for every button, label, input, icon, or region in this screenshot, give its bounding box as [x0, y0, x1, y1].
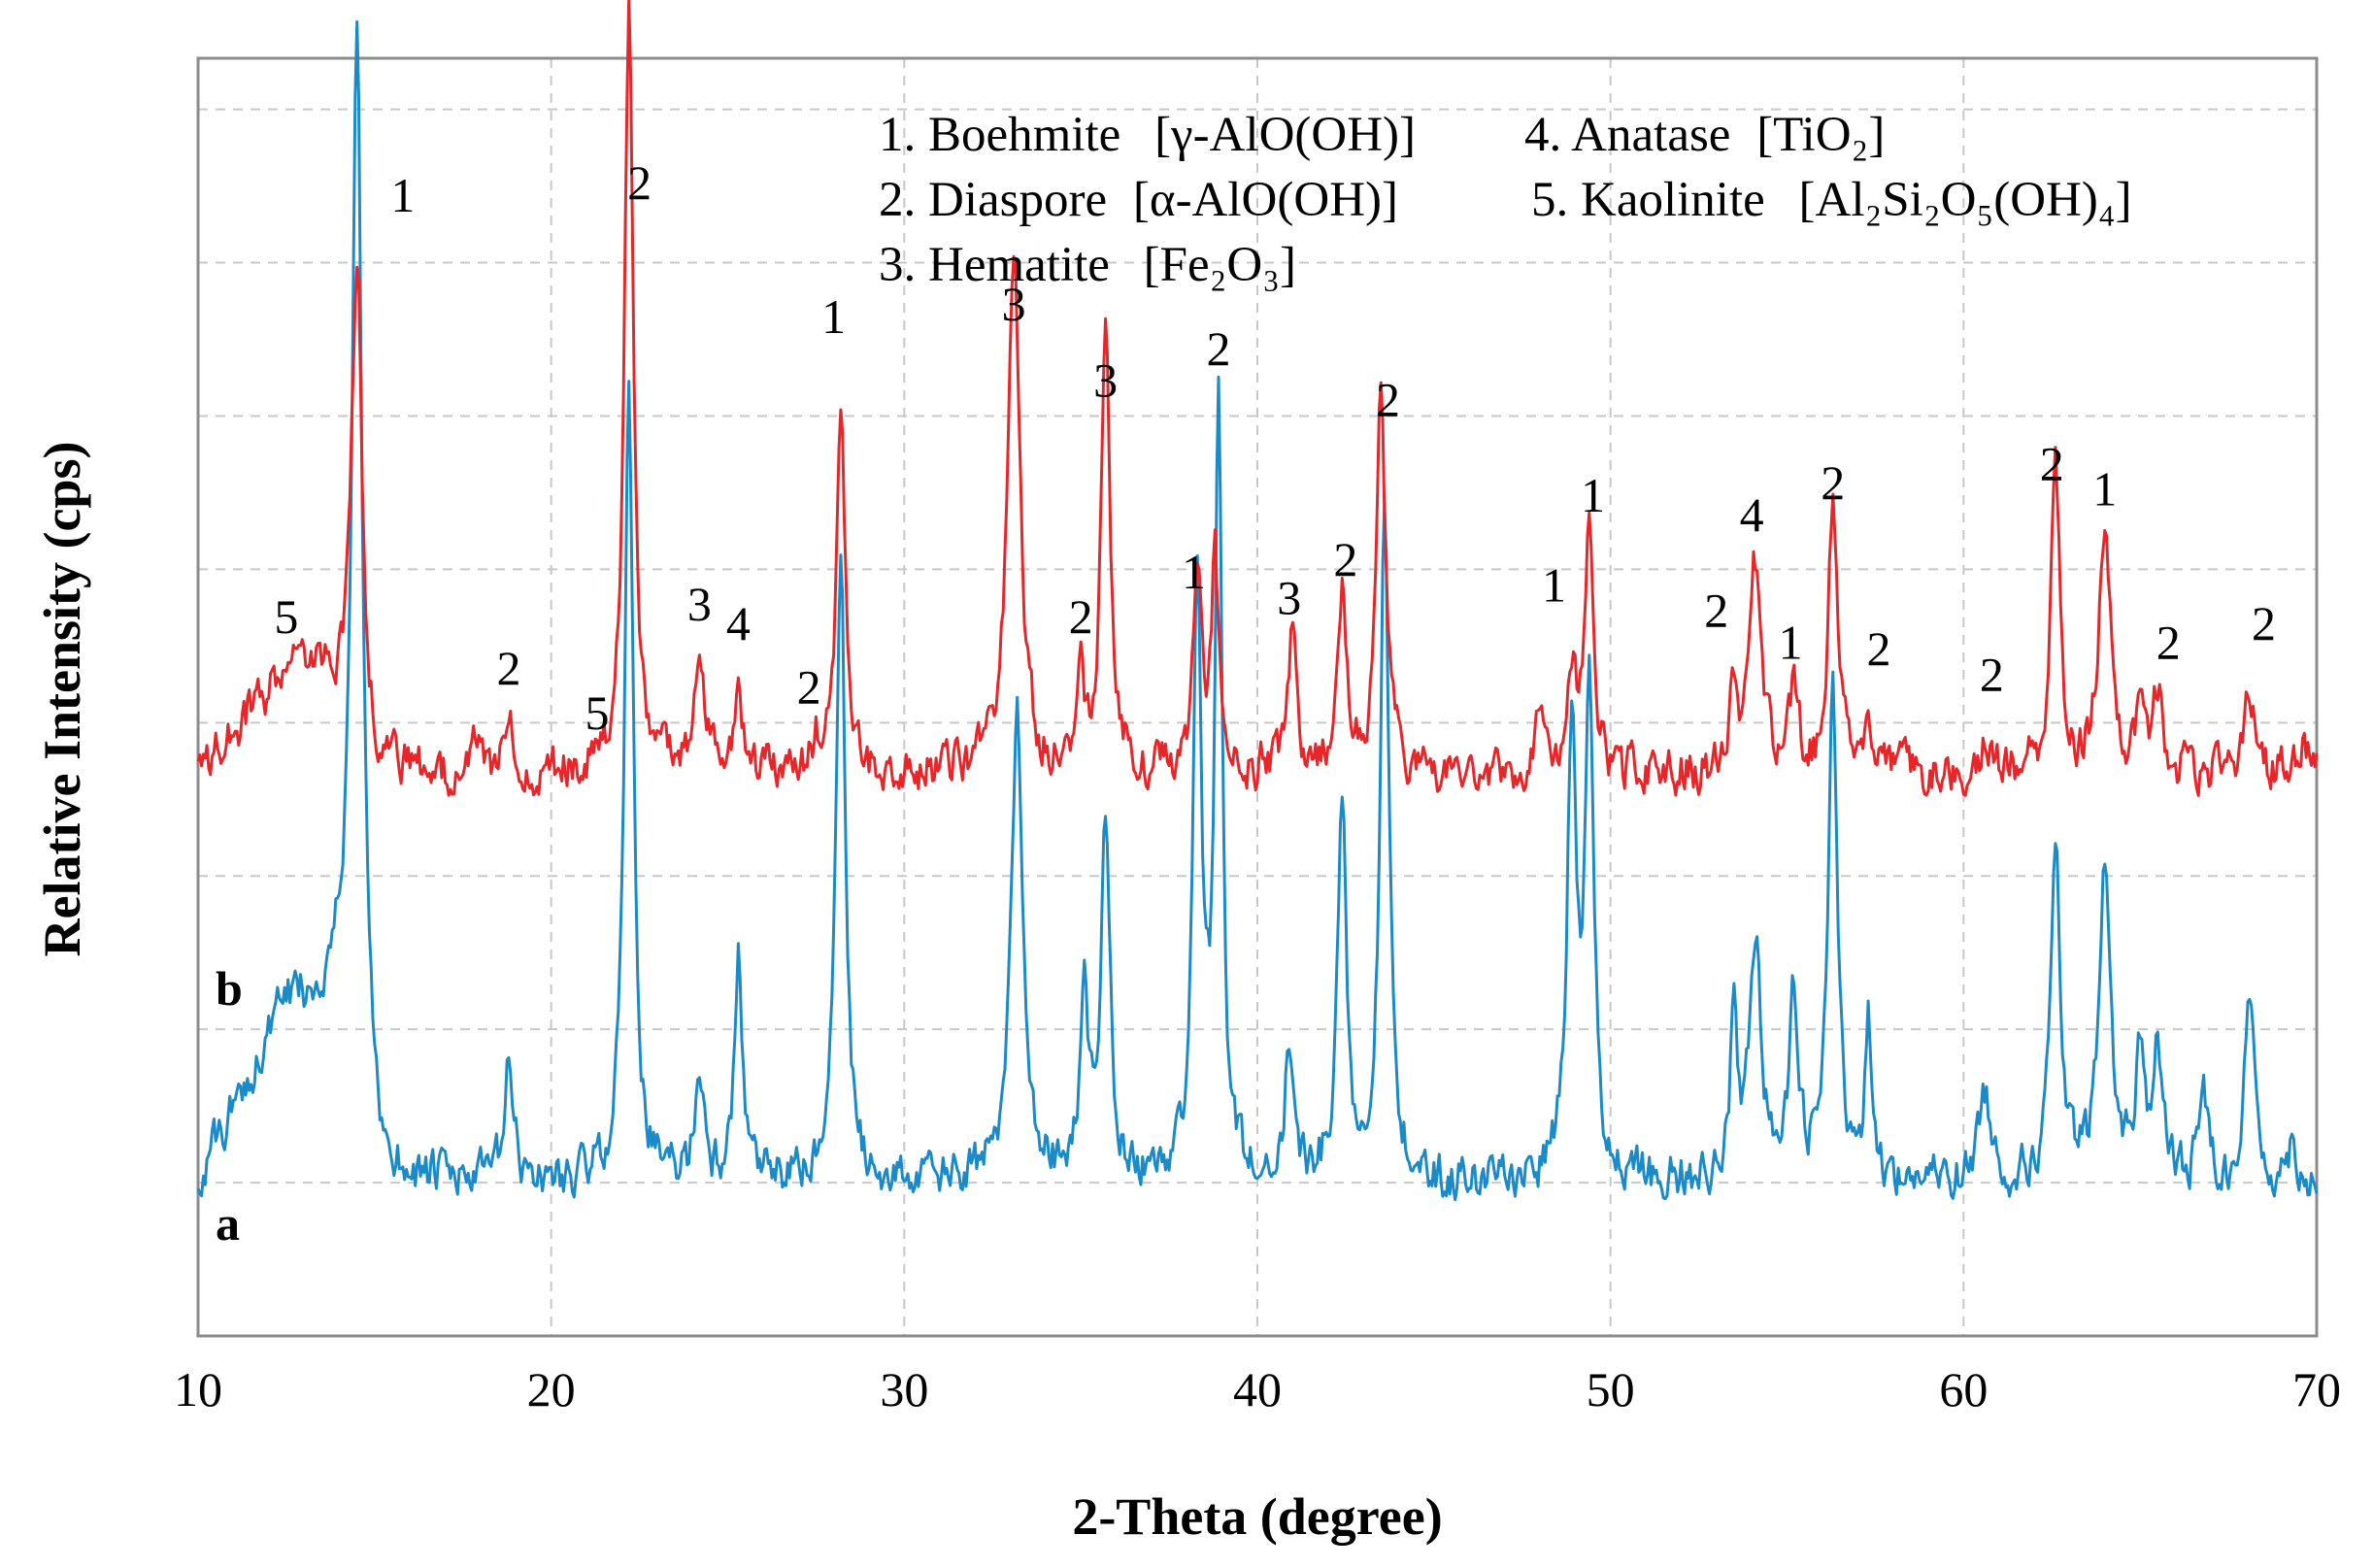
- peak-label-5: 3: [687, 577, 712, 631]
- x-tick-label-60: 60: [1939, 1362, 1988, 1417]
- peak-label-17: 1: [1581, 468, 1605, 522]
- x-axis-ticks: 10 20 30 40 50 60 70: [174, 1362, 2341, 1417]
- legend-item-1-label: 1. Boehmite: [879, 108, 1120, 162]
- legend-item-2: 2. Diaspore [α-AlO(OH)]: [879, 173, 1398, 227]
- legend-item-4: 4. Anatase [TiO₂]: [1524, 108, 1885, 162]
- legend-item-5-formula: [Al₂Si₂O₅(OH)₄]: [1799, 173, 2132, 227]
- peak-label-4: 5: [585, 685, 609, 740]
- peak-label-9: 3: [1002, 277, 1026, 331]
- peak-label-11: 2: [1206, 321, 1230, 376]
- x-tick-label-40: 40: [1233, 1362, 1282, 1417]
- x-tick-label-20: 20: [527, 1362, 576, 1417]
- x-axis-title: 2-Theta (degree): [1072, 1487, 1442, 1546]
- vertical-grid: [550, 58, 1965, 1336]
- legend-item-5-label: 5. Kaolinite: [1531, 173, 1765, 227]
- legend: 1. Boehmite [γ-AlO(OH)] 4. Anatase [TiO₂…: [879, 108, 2132, 292]
- peak-label-20: 2: [1704, 584, 1728, 638]
- peak-label-10: 3: [1093, 353, 1118, 408]
- peak-label-18: 1: [1542, 557, 1566, 612]
- peak-label-23: 2: [1867, 621, 1891, 676]
- peak-label-0: 1: [390, 168, 415, 222]
- peak-label-21: 1: [1779, 616, 1803, 670]
- peak-label-3: 2: [497, 641, 521, 695]
- trace-label-a: a: [216, 1196, 240, 1251]
- peak-label-2: 5: [274, 589, 298, 644]
- x-tick-label-50: 50: [1587, 1362, 1635, 1417]
- x-tick-label-70: 70: [2292, 1362, 2341, 1417]
- y-axis-title: Relative Intensity (cps): [33, 442, 91, 957]
- peak-label-22: 2: [1821, 455, 1845, 510]
- x-tick-label-10: 10: [174, 1362, 222, 1417]
- legend-item-2-formula: [α-AlO(OH)]: [1133, 173, 1398, 227]
- peak-label-14: 3: [1277, 570, 1301, 624]
- peak-label-28: 2: [2252, 596, 2276, 651]
- peak-label-26: 1: [2092, 462, 2117, 517]
- series-line-a: [196, 20, 2319, 1202]
- legend-item-3: 3. Hematite [Fe₂O₃]: [879, 238, 1296, 292]
- trace-label-b: b: [216, 961, 243, 1016]
- peak-label-6: 4: [726, 596, 751, 651]
- peak-label-12: 2: [1069, 589, 1093, 644]
- peak-label-8: 1: [821, 289, 846, 344]
- plot-frame: [196, 56, 2319, 1338]
- legend-item-5: 5. Kaolinite [Al₂Si₂O₅(OH)₄]: [1531, 173, 2132, 227]
- peak-label-15: 2: [1333, 532, 1357, 586]
- series-layer: [196, 0, 2319, 1202]
- peak-label-1: 2: [627, 155, 652, 210]
- legend-item-1-formula: [γ-AlO(OH)]: [1154, 108, 1416, 162]
- series-line-b: [196, 0, 2319, 797]
- peak-label-27: 2: [2156, 616, 2181, 670]
- peak-label-13: 1: [1182, 545, 1206, 599]
- legend-item-2-label: 2. Diaspore: [879, 173, 1107, 227]
- peak-label-7: 2: [797, 660, 821, 715]
- legend-item-1: 1. Boehmite [γ-AlO(OH)]: [879, 108, 1416, 162]
- peak-label-25: 2: [2040, 436, 2064, 490]
- legend-item-4-formula: [TiO₂]: [1756, 108, 1885, 162]
- x-tick-label-30: 30: [880, 1362, 928, 1417]
- legend-item-3-label: 3. Hematite: [879, 238, 1110, 292]
- peak-label-24: 2: [1980, 647, 2004, 701]
- peak-label-19: 4: [1740, 487, 1764, 542]
- legend-item-3-formula: [Fe₂O₃]: [1144, 238, 1296, 292]
- legend-item-4-label: 4. Anatase: [1524, 108, 1730, 162]
- peak-label-16: 2: [1376, 372, 1400, 426]
